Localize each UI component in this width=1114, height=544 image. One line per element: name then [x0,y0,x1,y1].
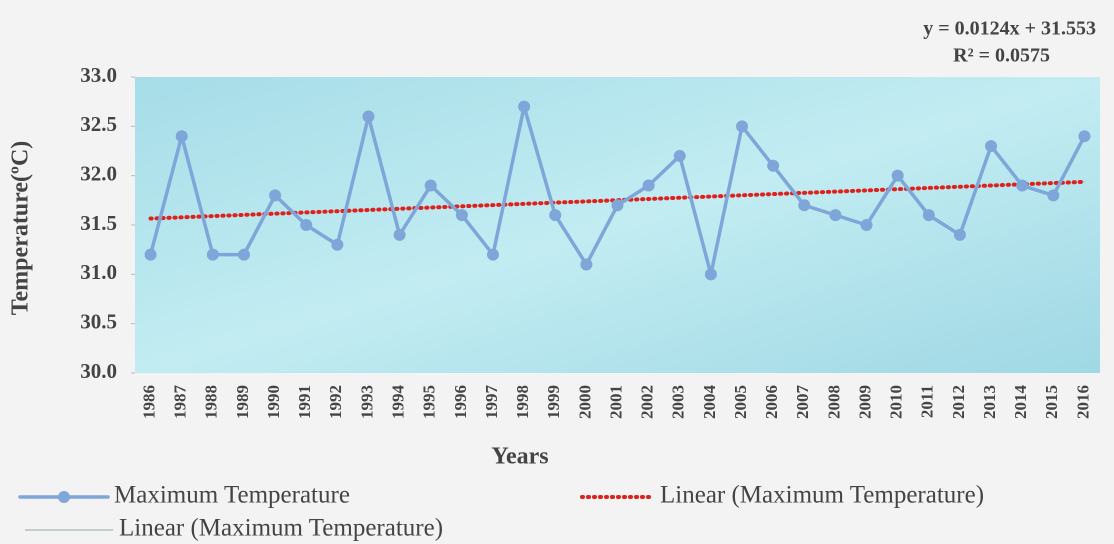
data-point [393,228,406,241]
x-tick-label: 1991 [295,385,314,419]
x-tick-label: 2011 [918,385,937,418]
data-point [798,199,811,212]
x-tick-label: 2015 [1042,385,1061,419]
x-tick-label: 2008 [824,385,843,419]
y-tick-label: 30.0 [80,359,117,383]
y-tick-label: 33.0 [80,63,117,87]
x-axis-title: Years [491,444,548,470]
data-point [1078,130,1091,143]
data-point [860,219,873,231]
x-tick-label: 2000 [575,385,594,419]
x-tick-label: 1995 [420,385,439,419]
legend-marker [58,491,70,503]
data-point [767,159,780,172]
data-point [985,140,998,153]
x-tick-label: 2009 [855,385,874,419]
x-tick-label: 2007 [793,385,812,420]
x-tick-label: 1994 [389,385,408,420]
data-point [829,209,842,222]
data-point [331,238,344,251]
x-tick-label: 1997 [482,385,501,420]
data-point [922,209,935,222]
data-point [549,209,562,222]
x-tick-label: 1998 [513,385,532,419]
data-point [953,228,966,241]
data-point [455,209,468,222]
data-point [362,110,375,123]
data-point [642,179,655,192]
x-tick-label: 2002 [638,385,657,419]
x-tick-label: 2001 [606,385,625,419]
data-point [424,179,437,192]
data-point [673,149,686,162]
data-point [891,169,904,182]
data-point [611,199,624,212]
legend-label: Linear (Maximum Temperature) [119,515,443,542]
x-tick-label: 1988 [202,385,221,419]
y-axis-title: Temperature(ºC) [8,141,34,316]
data-point [237,248,250,261]
data-point [486,248,499,261]
data-point [1016,179,1029,192]
x-tick-label: 2006 [762,385,781,419]
data-point [704,268,717,281]
x-tick-label: 2012 [949,385,968,419]
x-tick-label: 1993 [357,385,376,419]
x-tick-label: 1992 [326,385,345,419]
x-tick-label: 2004 [700,385,719,420]
x-tick-label: 1987 [171,385,190,420]
data-point [1047,189,1060,202]
y-tick-label: 30.5 [80,309,117,333]
x-tick-label: 1989 [233,385,252,419]
equation: y = 0.0124x + 31.553 [923,18,1096,40]
y-tick-label: 31.0 [80,260,117,284]
r-squared: R² = 0.0575 [953,45,1050,67]
x-tick-label: 2016 [1073,385,1092,419]
data-point [269,189,282,202]
x-tick-label: 1999 [544,385,563,419]
x-tick-label: 1996 [451,385,470,419]
data-point [736,120,749,133]
data-point [206,248,219,261]
data-point [144,248,157,261]
data-point [300,219,313,231]
x-tick-label: 2013 [980,385,999,419]
x-tick-label: 2010 [887,385,906,419]
x-tick-label: 1990 [264,385,283,419]
data-point [175,130,188,143]
x-tick-label: 2014 [1011,385,1030,420]
plot-background [135,77,1100,373]
y-tick-label: 31.5 [80,211,117,235]
legend-label: Maximum Temperature [114,482,350,509]
x-tick-label: 2003 [669,385,688,419]
data-point [580,258,593,271]
y-tick-label: 32.5 [80,112,117,136]
data-point [518,100,531,113]
y-tick-label: 32.0 [80,161,117,185]
x-tick-label: 2005 [731,385,750,419]
legend-label: Linear (Maximum Temperature) [660,482,984,509]
x-tick-label: 1986 [139,385,158,419]
